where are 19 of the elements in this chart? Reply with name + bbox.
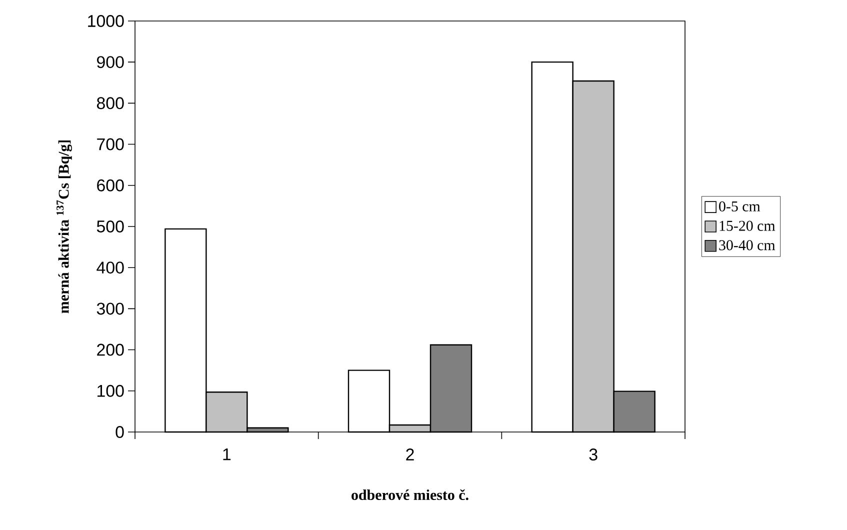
y-axis-title: merná aktivita $^{137}$Cs [Bq/g] (56, 140, 72, 314)
y-tick-label: 1000 (88, 14, 124, 27)
y-tick-label: 500 (96, 220, 124, 232)
x-tick-label: 3 (589, 448, 598, 461)
x-tick-label: 2 (406, 448, 414, 460)
y-tick-label: 100 (98, 384, 124, 397)
y-tick-label: 700 (97, 138, 124, 150)
y-tick-label: 800 (96, 97, 124, 110)
legend-label: 30-40 cm (719, 240, 776, 250)
y-tick-label: 900 (97, 56, 124, 68)
legend-label: 0-5 cm (719, 201, 760, 212)
y-tick-label: 200 (97, 344, 124, 356)
y-tick-label: 0 (116, 426, 124, 438)
x-axis-title: odberové miesto č. (352, 489, 468, 500)
y-tick-label: 300 (96, 302, 124, 315)
x-tick-label: 1 (223, 448, 231, 460)
y-tick-label: 400 (96, 262, 124, 274)
y-tick-label: 600 (97, 179, 124, 192)
legend-label: 15-20 cm (720, 220, 776, 231)
